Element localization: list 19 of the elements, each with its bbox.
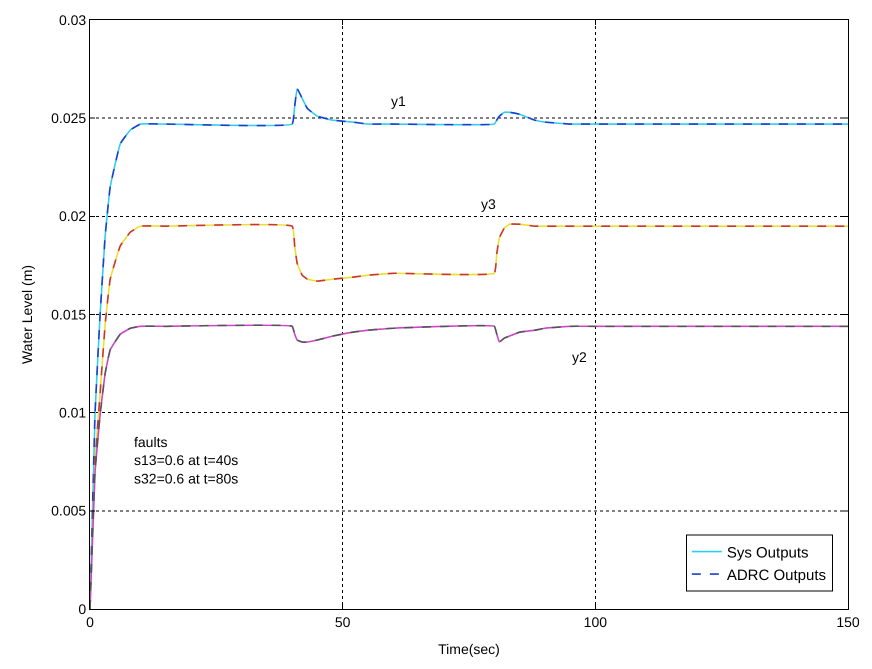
annotation: y3 bbox=[481, 196, 496, 212]
y-axis-title: Water Level (m) bbox=[18, 264, 35, 364]
y-tick-label: 0.02 bbox=[58, 208, 86, 224]
y-tick-label: 0.03 bbox=[58, 12, 86, 28]
y-tick-label: 0 bbox=[78, 600, 86, 617]
annotation: y2 bbox=[572, 349, 587, 365]
x-tick-label: 50 bbox=[334, 614, 351, 630]
line-series bbox=[90, 324, 848, 609]
annotation: faults s13=0.6 at t=40s s32=0.6 at t=80s bbox=[134, 434, 238, 486]
y-tick-label: 0.015 bbox=[51, 306, 86, 322]
y-tick-label: 0.01 bbox=[58, 404, 86, 421]
x-axis-title: Time(sec) bbox=[438, 641, 500, 658]
legend-label: ADRC Outputs bbox=[726, 566, 826, 584]
annotation: y1 bbox=[391, 93, 406, 109]
y-tick-label: 0.005 bbox=[51, 502, 86, 519]
y-tick-label: 0.025 bbox=[51, 110, 86, 126]
x-tick-label: 150 bbox=[836, 614, 860, 630]
legend-label: Sys Outputs bbox=[726, 544, 809, 562]
x-tick-label: 100 bbox=[584, 614, 608, 630]
